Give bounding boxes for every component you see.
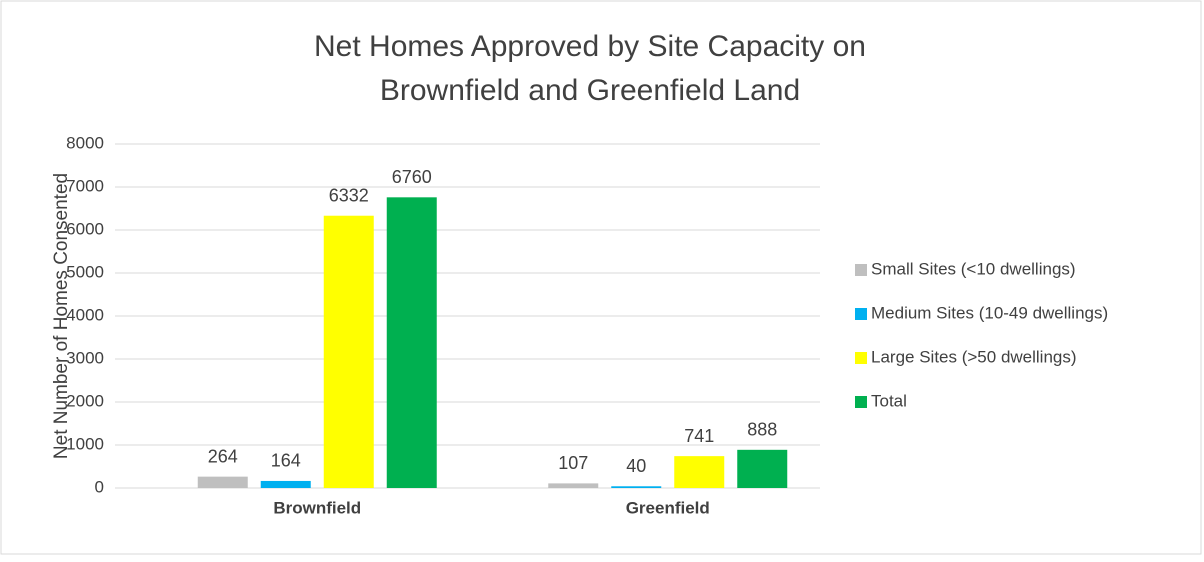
bar — [611, 486, 662, 488]
y-tick-label: 8000 — [66, 133, 104, 152]
data-label: 6760 — [392, 167, 432, 187]
y-tick-label: 0 — [95, 477, 104, 496]
chart-title: Net Homes Approved by Site Capacity on Br… — [314, 30, 866, 107]
bar — [386, 197, 437, 488]
legend-swatch — [855, 396, 867, 408]
legend-label: Large Sites (>50 dwellings) — [871, 347, 1077, 366]
data-label: 888 — [747, 420, 777, 440]
x-tick-label: Brownfield — [273, 498, 361, 517]
data-label: 741 — [684, 426, 714, 446]
data-label: 164 — [271, 451, 301, 471]
y-tick-label: 5000 — [66, 262, 104, 281]
y-tick-label: 4000 — [66, 305, 104, 324]
data-label: 107 — [558, 453, 588, 473]
bar — [260, 480, 311, 488]
legend-label: Small Sites (<10 dwellings) — [871, 259, 1076, 278]
bar — [323, 215, 374, 488]
legend-swatch — [855, 264, 867, 276]
bar — [674, 456, 725, 488]
legend-swatch — [855, 308, 867, 320]
y-tick-label: 1000 — [66, 434, 104, 453]
y-axis-title: Net Number of Homes Consented — [51, 173, 72, 459]
legend-label: Total — [871, 391, 907, 410]
y-tick-label: 2000 — [66, 391, 104, 410]
data-label: 264 — [208, 446, 238, 466]
x-tick-label: Greenfield — [626, 498, 710, 517]
legend-swatch — [855, 352, 867, 364]
bar — [737, 449, 788, 488]
data-label: 40 — [626, 456, 646, 476]
bar — [548, 483, 599, 488]
bar — [197, 476, 248, 488]
y-tick-label: 7000 — [66, 176, 104, 195]
legend-label: Medium Sites (10-49 dwellings) — [871, 303, 1108, 322]
data-label: 6332 — [329, 185, 369, 205]
y-tick-label: 6000 — [66, 219, 104, 238]
y-tick-label: 3000 — [66, 348, 104, 367]
